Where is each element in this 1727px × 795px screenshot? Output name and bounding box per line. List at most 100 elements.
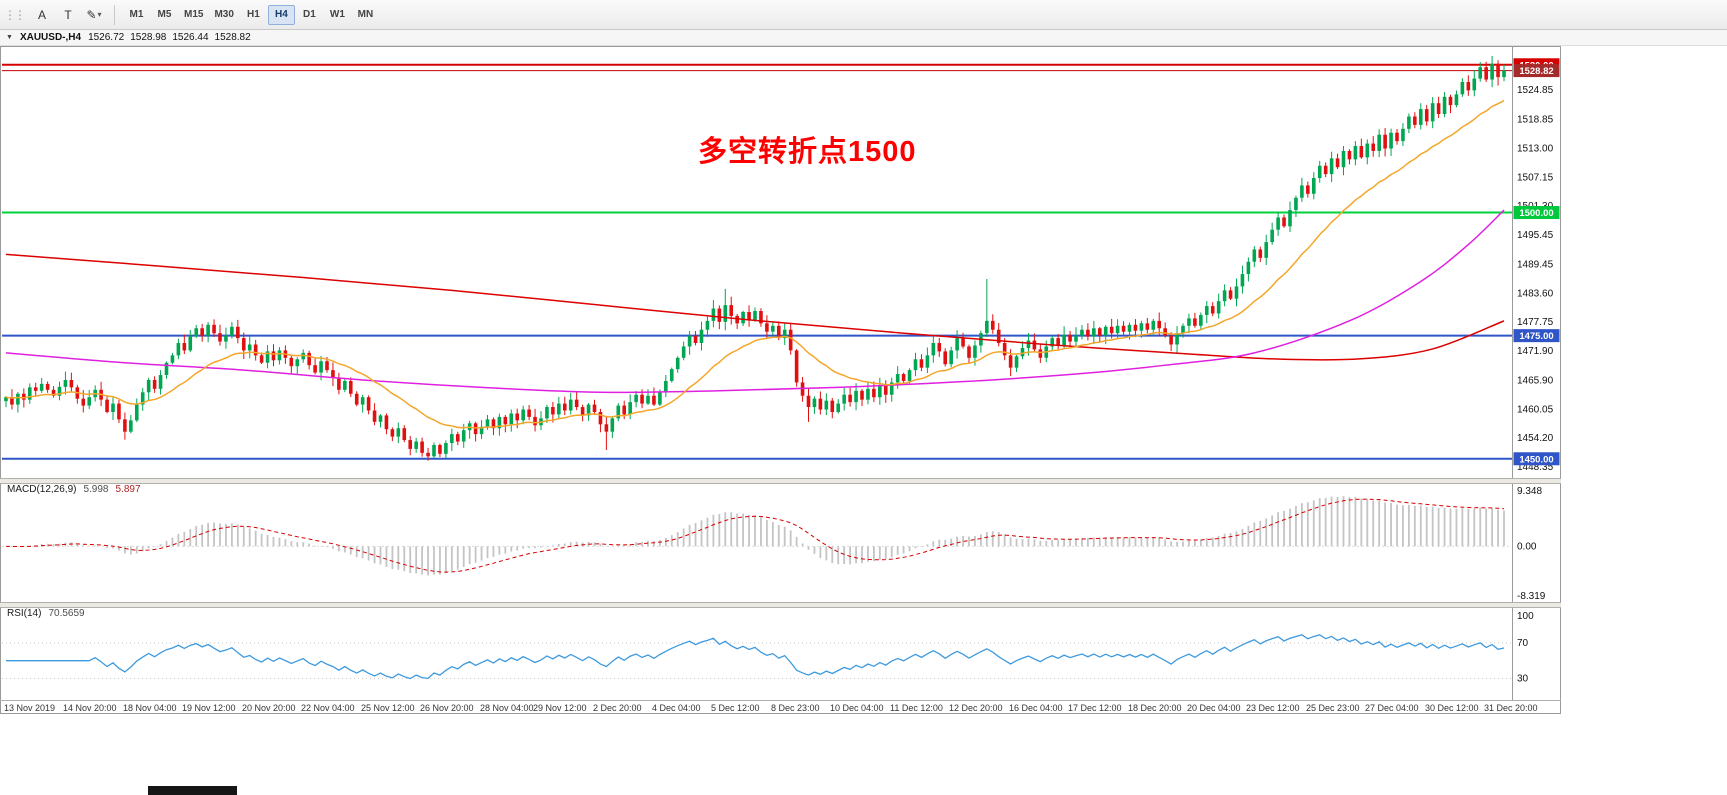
time-axis-label: 2 Dec 20:00 (593, 703, 642, 713)
macd-axis: 9.348 0.00 -8.319 (1517, 486, 1546, 602)
ohlc-values: 1526.72 1528.98 1526.44 1528.82 (88, 32, 251, 43)
svg-text:1448.35: 1448.35 (1517, 462, 1554, 473)
timeframe-button-d1[interactable]: D1 (296, 5, 323, 25)
timeframe-button-m15[interactable]: M15 (179, 5, 208, 25)
price-badge (1513, 206, 1560, 220)
svg-text:0.00: 0.00 (1517, 541, 1537, 552)
time-axis-label: 14 Nov 20:00 (63, 703, 117, 713)
svg-text:1450.00: 1450.00 (1519, 454, 1553, 465)
time-axis-label: 16 Dec 04:00 (1009, 703, 1063, 713)
symbol-bar: ▼ XAUUSD-,H4 1526.72 1528.98 1526.44 152… (0, 30, 1727, 46)
svg-text:1483.60: 1483.60 (1517, 288, 1554, 299)
horizontal-level-lines (2, 63, 1512, 460)
svg-text:70: 70 (1517, 638, 1529, 649)
svg-text:1460.05: 1460.05 (1517, 404, 1554, 415)
ma-slow-red (5, 253, 1505, 361)
svg-text:1489.45: 1489.45 (1517, 259, 1554, 270)
time-axis-label: 28 Nov 04:00 (480, 703, 534, 713)
toolbar-grip[interactable]: ⋮⋮ (4, 7, 26, 22)
timeframe-button-m1[interactable]: M1 (123, 5, 150, 25)
svg-text:1475.00: 1475.00 (1519, 331, 1553, 342)
svg-text:-8.319: -8.319 (1517, 591, 1546, 602)
symbol-label: XAUUSD-,H4 (19, 32, 82, 43)
moving-average-layer (5, 99, 1505, 429)
svg-text:1471.90: 1471.90 (1517, 346, 1554, 357)
macd-signal-line (5, 498, 1505, 573)
svg-text:100: 100 (1517, 611, 1534, 622)
time-axis-label: 26 Nov 20:00 (420, 703, 474, 713)
rsi-label: RSI(14) (7, 608, 42, 619)
time-axis-label: 18 Nov 04:00 (123, 703, 177, 713)
open-value: 1526.72 (88, 32, 125, 43)
text-tool-button[interactable]: T (56, 4, 80, 26)
panel-divider (0, 478, 1561, 484)
timeframe-button-h1[interactable]: H1 (240, 5, 267, 25)
rsi-line (6, 634, 1505, 680)
chart-annotation[interactable]: 多空转折点1500 (698, 136, 917, 168)
ma-fast-orange (5, 99, 1505, 429)
svg-text:1507.15: 1507.15 (1517, 172, 1554, 183)
time-axis-label: 25 Nov 12:00 (361, 703, 415, 713)
timeframe-group: M1 M5 M15 M30 H1 H4 D1 W1 MN (123, 4, 379, 25)
svg-text:1454.20: 1454.20 (1517, 433, 1554, 444)
pencil-icon: ✎ (86, 7, 97, 22)
time-axis-label: 29 Nov 12:00 (533, 703, 587, 713)
timeframe-button-mn[interactable]: MN (352, 5, 379, 25)
timeframe-button-m30[interactable]: M30 (209, 5, 238, 25)
timeframe-button-m5[interactable]: M5 (151, 5, 178, 25)
svg-text:1528.82: 1528.82 (1519, 66, 1553, 77)
time-axis-label: 12 Dec 20:00 (949, 703, 1003, 713)
price-badge (1513, 329, 1560, 343)
timeframe-button-w1[interactable]: W1 (324, 5, 351, 25)
time-axis-label: 5 Dec 12:00 (711, 703, 760, 713)
time-axis-label: 30 Dec 12:00 (1425, 703, 1479, 713)
panel-divider (0, 602, 1561, 608)
macd-value: 5.998 (83, 484, 109, 495)
ma-mid-magenta (5, 209, 1505, 394)
price-axis: 1524.851518.851513.001507.151501.301495.… (1513, 58, 1560, 473)
svg-text:1513.00: 1513.00 (1517, 143, 1554, 154)
svg-text:1495.45: 1495.45 (1517, 230, 1554, 241)
macd-label: MACD(12,26,9) (7, 484, 77, 495)
macd-header: MACD(12,26,9) 5.998 5.897 (7, 484, 141, 495)
time-axis-label: 18 Dec 20:00 (1128, 703, 1182, 713)
chart-area: 1524.851518.851513.001507.151501.301495.… (0, 46, 1727, 795)
svg-text:1465.90: 1465.90 (1517, 375, 1554, 386)
toolbar-separator (114, 4, 115, 25)
macd-histogram (11, 496, 1505, 576)
toolbar: ⋮⋮ A T ✎ ▾ M1 M5 M15 M30 H1 H4 D1 W1 MN (0, 0, 1727, 30)
svg-text:9.348: 9.348 (1517, 486, 1542, 497)
rsi-header: RSI(14) 70.5659 (7, 608, 85, 619)
svg-text:1524.85: 1524.85 (1517, 85, 1554, 96)
high-value: 1528.98 (130, 32, 167, 43)
pointer-tool-button[interactable]: A (30, 4, 54, 26)
time-axis-label: 19 Nov 12:00 (182, 703, 236, 713)
time-axis-label: 27 Dec 04:00 (1365, 703, 1419, 713)
rsi-axis: 100 70 30 (1517, 611, 1534, 684)
time-axis-label: 11 Dec 12:00 (890, 703, 943, 713)
timeframe-button-h4[interactable]: H4 (267, 4, 295, 25)
horizontal-scrollbar-thumb[interactable] (148, 786, 237, 795)
chart-canvas[interactable]: 1524.851518.851513.001507.151501.301495.… (0, 46, 1727, 795)
time-axis-label: 17 Dec 12:00 (1068, 703, 1122, 713)
collapse-arrow-icon[interactable]: ▼ (6, 34, 13, 41)
rsi-value: 70.5659 (48, 608, 85, 619)
candlestick-layer (4, 55, 1506, 461)
time-axis-label: 20 Nov 20:00 (242, 703, 296, 713)
time-axis-label: 22 Nov 04:00 (301, 703, 355, 713)
draw-tool-button[interactable]: ✎ ▾ (82, 4, 106, 26)
time-axis-label: 10 Dec 04:00 (830, 703, 884, 713)
low-value: 1526.44 (172, 32, 209, 43)
macd-signal-value: 5.897 (115, 484, 141, 495)
time-axis-label: 23 Dec 12:00 (1246, 703, 1300, 713)
time-axis-label: 31 Dec 20:00 (1484, 703, 1538, 713)
close-value: 1528.82 (214, 32, 251, 43)
time-axis: 13 Nov 2019 14 Nov 20:00 18 Nov 04:00 19 No… (0, 703, 1562, 717)
time-axis-label: 25 Dec 23:00 (1306, 703, 1360, 713)
time-axis-label: 20 Dec 04:00 (1187, 703, 1241, 713)
svg-text:1500.00: 1500.00 (1519, 208, 1553, 219)
time-axis-label: 4 Dec 04:00 (652, 703, 701, 713)
svg-text:30: 30 (1517, 673, 1529, 684)
time-axis-label: 8 Dec 23:00 (771, 703, 820, 713)
